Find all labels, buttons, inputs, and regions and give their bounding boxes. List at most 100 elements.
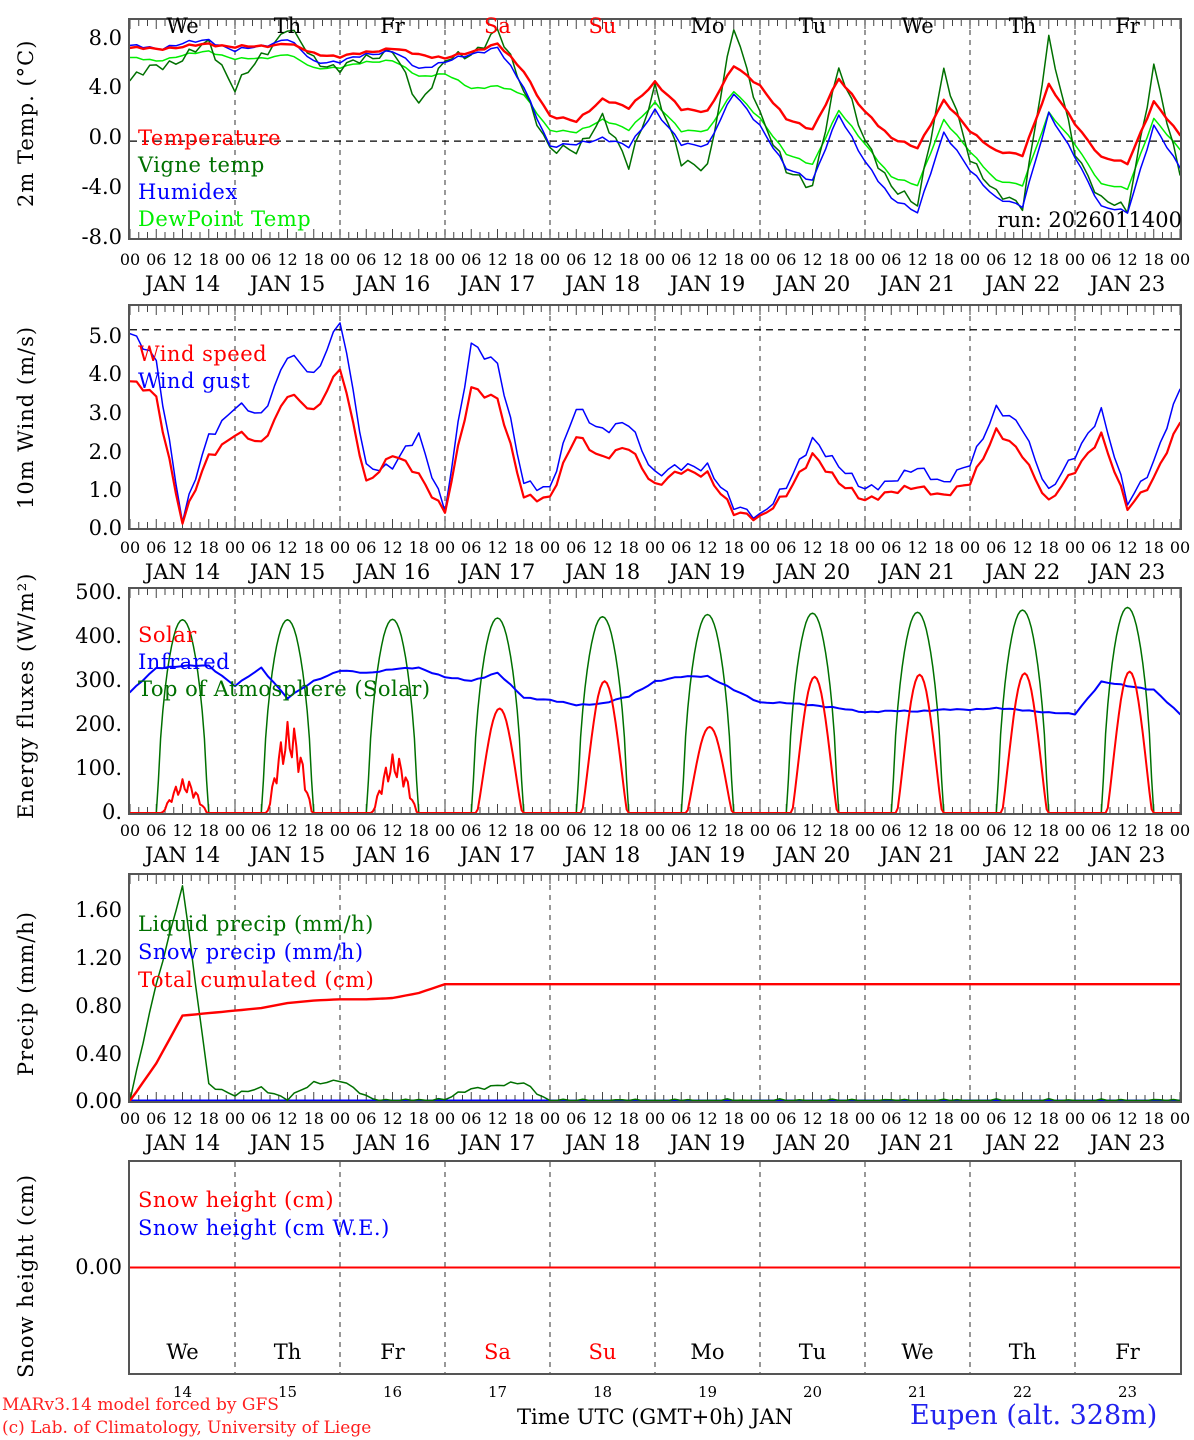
- ytick: 0.00: [75, 1255, 122, 1279]
- legend-humidex: Humidex: [138, 180, 238, 204]
- hour-tick-label: 00: [644, 538, 666, 557]
- day-number-label: 23: [1117, 1383, 1138, 1401]
- hour-tick-label: 06: [881, 250, 902, 269]
- weekday-label: Fr: [1115, 14, 1140, 38]
- day-label: JAN 23: [1089, 272, 1166, 296]
- day-label: JAN 16: [354, 560, 431, 584]
- hour-tick-label: 00: [749, 1109, 771, 1128]
- hour-tick-label: 18: [198, 538, 219, 557]
- hour-tick-label: 12: [487, 821, 508, 840]
- day-label: JAN 22: [984, 1131, 1061, 1155]
- weekday-label: Th: [273, 14, 302, 38]
- temperature-plot-area: [128, 18, 1182, 240]
- hour-tick-label: 18: [723, 1109, 744, 1128]
- hour-tick-label: 00: [119, 821, 141, 840]
- legend-snow-height-we: Snow height (cm W.E.): [138, 1216, 390, 1240]
- hour-tick-label: 12: [592, 1109, 613, 1128]
- hour-tick-label: 12: [277, 250, 298, 269]
- hour-tick-label: 06: [146, 250, 167, 269]
- ytick: 0.80: [75, 994, 122, 1018]
- hour-tick-label: 06: [881, 821, 902, 840]
- ytick: -8.0: [81, 225, 123, 249]
- day-label: JAN 17: [459, 843, 536, 867]
- hour-tick-label: 00: [434, 821, 456, 840]
- hour-tick-label: 18: [1143, 1109, 1164, 1128]
- hour-tick-label: 12: [1012, 821, 1033, 840]
- hour-tick-label: 00: [1064, 250, 1086, 269]
- day-label: JAN 18: [564, 843, 641, 867]
- site-label: Eupen (alt. 328m): [910, 1400, 1158, 1431]
- hour-tick-label: 00: [329, 1109, 351, 1128]
- hour-tick-label: 06: [776, 821, 797, 840]
- day-label: JAN 17: [459, 1131, 536, 1155]
- hour-tick-label: 06: [986, 821, 1007, 840]
- ytick: 0.: [101, 800, 122, 824]
- hour-tick-label: 06: [671, 250, 692, 269]
- hour-tick-label: 00: [749, 538, 771, 557]
- weekday-label: Su: [588, 1340, 617, 1364]
- hour-tick-label: 18: [408, 250, 429, 269]
- hour-tick-label: 18: [933, 538, 954, 557]
- weekday-label: We: [901, 14, 934, 38]
- legend-snow-precip: Snow precip (mm/h): [138, 940, 364, 964]
- day-label: JAN 21: [879, 843, 956, 867]
- ytick: 400.: [75, 624, 122, 648]
- hour-tick-label: 12: [487, 250, 508, 269]
- ytick: 100.: [75, 756, 122, 780]
- hour-tick-label: 00: [224, 250, 246, 269]
- hour-tick-label: 18: [1038, 538, 1059, 557]
- hour-tick-label: 06: [776, 1109, 797, 1128]
- hour-tick-label: 18: [408, 1109, 429, 1128]
- day-label: JAN 14: [144, 560, 221, 584]
- hour-tick-label: 00: [434, 250, 456, 269]
- hour-tick-label: 06: [671, 1109, 692, 1128]
- hour-tick-label: 18: [828, 1109, 849, 1128]
- credit-line-1: MARv3.14 model forced by GFS: [2, 1395, 279, 1415]
- hour-tick-label: 18: [303, 821, 324, 840]
- weekday-label: Fr: [380, 14, 405, 38]
- hour-tick-label: 18: [303, 1109, 324, 1128]
- hour-tick-label: 12: [172, 1109, 193, 1128]
- energy-y-axis-label: Energy fluxes (W/m²): [14, 572, 38, 819]
- hour-tick-label: 06: [251, 821, 272, 840]
- snow-day-numbers: 14 15 16 17 18 19 20 21 22 23: [0, 1383, 1194, 1403]
- hour-tick-label: 06: [986, 1109, 1007, 1128]
- day-label: JAN 15: [249, 272, 326, 296]
- day-label: JAN 15: [249, 560, 326, 584]
- day-label: JAN 21: [879, 560, 956, 584]
- hour-tick-label: 12: [277, 538, 298, 557]
- hour-tick-label: 18: [513, 538, 534, 557]
- hour-tick-label: 18: [618, 821, 639, 840]
- hour-tick-label: 06: [1091, 821, 1112, 840]
- hour-tick-label: 00: [1064, 538, 1086, 557]
- panel-wind: 10m Wind (m/s) 5.0 4.0 3.0 2.0 1.0 0.0 W…: [0, 290, 1194, 584]
- hour-tick-label: 00: [434, 1109, 456, 1128]
- hour-tick-label: 18: [1038, 250, 1059, 269]
- ytick: 1.20: [75, 946, 122, 970]
- hour-tick-label: 12: [697, 821, 718, 840]
- hour-tick-label: 18: [1038, 821, 1059, 840]
- ytick: 0.0: [88, 125, 122, 149]
- hour-tick-label: 18: [303, 538, 324, 557]
- panel-temperature: 2m Temp. (°C) 8.0 4.0 0.0 -4.0 -8.0 Temp…: [0, 0, 1194, 296]
- hour-tick-label: 06: [1091, 250, 1112, 269]
- legend-wind-gust: Wind gust: [138, 369, 251, 393]
- hour-tick-label: 00: [329, 250, 351, 269]
- hour-tick-label: 06: [146, 821, 167, 840]
- wind-plot-area: [128, 304, 1182, 530]
- hour-tick-label: 06: [461, 538, 482, 557]
- hour-tick-label: 00: [329, 538, 351, 557]
- ytick: 8.0: [88, 26, 122, 50]
- day-label: JAN 20: [774, 843, 851, 867]
- day-label: JAN 21: [879, 1131, 956, 1155]
- hour-tick-label: 00: [1169, 1109, 1191, 1128]
- hour-tick-label: 12: [487, 538, 508, 557]
- hour-tick-label: 18: [1143, 821, 1164, 840]
- hour-tick-label: 06: [461, 1109, 482, 1128]
- hour-tick-label: 12: [1117, 1109, 1138, 1128]
- precip-day-labels: JAN 14 JAN 15 JAN 16 JAN 17 JAN 18 JAN 19 JAN …: [0, 1131, 1194, 1155]
- ytick: 200.: [75, 712, 122, 736]
- hour-tick-label: 12: [382, 821, 403, 840]
- hour-tick-label: 18: [618, 1109, 639, 1128]
- hour-tick-label: 00: [644, 1109, 666, 1128]
